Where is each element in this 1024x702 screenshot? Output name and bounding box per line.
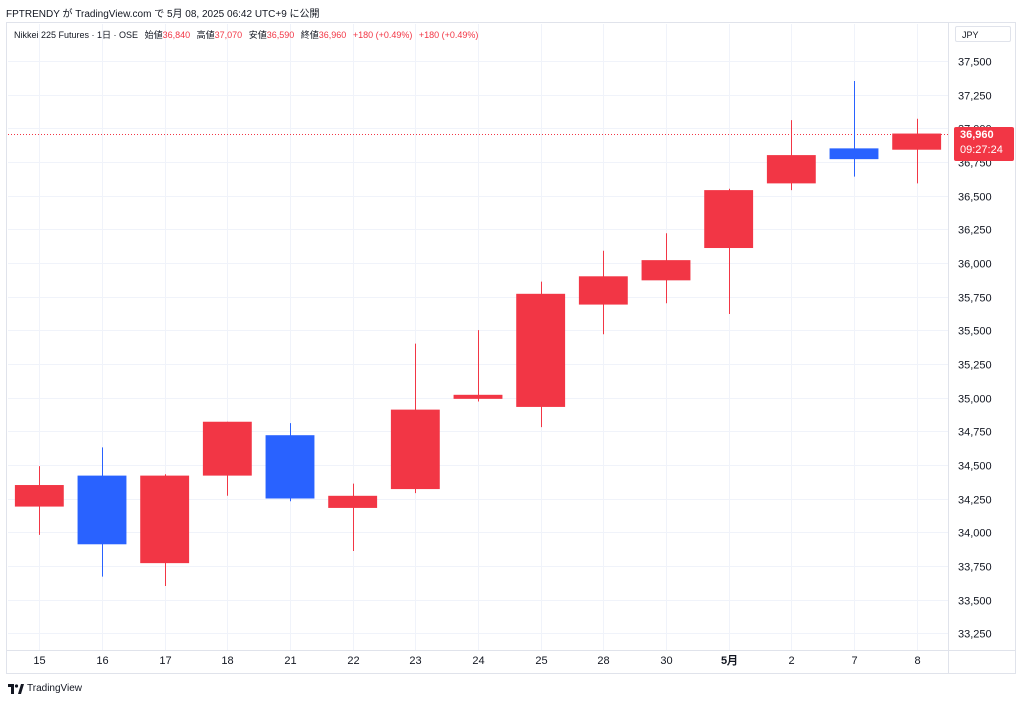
- footer-brand-label: TradingView: [27, 683, 83, 694]
- x-tick-label: 30: [660, 655, 672, 667]
- open-value: 36,840: [162, 30, 191, 40]
- close-label: 終値: [300, 30, 319, 40]
- footer-brand[interactable]: TradingView: [8, 683, 82, 694]
- y-tick-label: 36,000: [958, 259, 992, 271]
- candle-body: [328, 495, 378, 508]
- y-tick-label: 36,250: [958, 225, 992, 237]
- y-tick-label: 34,000: [958, 528, 992, 540]
- x-tick-label: 16: [96, 655, 108, 667]
- x-tick-label: 23: [409, 655, 421, 667]
- y-tick-label: 34,250: [958, 495, 992, 507]
- y-tick-label: 35,000: [958, 394, 992, 406]
- last-price-value: 36,960: [960, 129, 994, 141]
- x-tick-label: 24: [472, 655, 484, 667]
- change-value: +180 (+0.49%): [352, 30, 413, 40]
- candle-body: [704, 190, 754, 249]
- x-tick-label: 22: [347, 655, 359, 667]
- candle-body: [77, 475, 127, 545]
- y-tick-label: 35,250: [958, 360, 992, 372]
- y-tick-label: 37,500: [958, 57, 992, 69]
- x-tick-label: 7: [851, 655, 857, 667]
- candle-body: [641, 260, 691, 281]
- candle-body: [140, 475, 190, 564]
- last-price-badge: 36,960 09:27:24: [954, 127, 1014, 161]
- x-tick-label: 17: [159, 655, 171, 667]
- chart-frame: [6, 22, 1016, 674]
- y-tick-label: 36,500: [958, 192, 992, 204]
- tradingview-logo-icon: [8, 683, 24, 694]
- close-value: 36,960: [318, 30, 347, 40]
- publish-info: FPTRENDY が TradingView.com で 5月 08, 2025…: [6, 9, 320, 20]
- x-tick-label: 21: [284, 655, 296, 667]
- low-label: 安値: [248, 30, 267, 40]
- candle-body: [892, 133, 942, 150]
- x-tick-label: 2: [788, 655, 794, 667]
- symbol-label[interactable]: Nikkei 225 Futures · 1日 · OSE: [14, 30, 139, 40]
- high-value: 37,070: [214, 30, 243, 40]
- ohlc-legend: Nikkei 225 Futures · 1日 · OSE 始値36,840 高…: [14, 28, 478, 41]
- x-tick-label: 8: [914, 655, 920, 667]
- x-tick-label: 28: [597, 655, 609, 667]
- y-tick-label: 35,750: [958, 293, 992, 305]
- bar-countdown: 09:27:24: [960, 144, 1003, 156]
- candle-body: [390, 409, 440, 490]
- candle-body: [14, 485, 64, 507]
- y-tick-label: 34,500: [958, 461, 992, 473]
- y-tick-label: 33,500: [958, 596, 992, 608]
- y-tick-label: 37,250: [958, 91, 992, 103]
- y-tick-label: 33,750: [958, 562, 992, 574]
- y-tick-label: 34,750: [958, 427, 992, 439]
- x-tick-label: 15: [33, 655, 45, 667]
- x-tick-label: 5月: [721, 654, 738, 667]
- candle-body: [829, 148, 879, 160]
- x-tick-label: 25: [535, 655, 547, 667]
- candle-body: [766, 155, 816, 184]
- candle-body: [265, 435, 315, 499]
- change-value-2: +180 (+0.49%): [418, 30, 479, 40]
- currency-selector[interactable]: JPY: [955, 26, 1011, 42]
- open-label: 始値: [144, 30, 163, 40]
- x-tick-label: 18: [221, 655, 233, 667]
- candle-body: [202, 421, 252, 476]
- y-tick-label: 33,250: [958, 629, 992, 641]
- high-label: 高値: [196, 30, 215, 40]
- candle-body: [516, 293, 566, 407]
- y-tick-label: 35,500: [958, 326, 992, 338]
- candle-body: [578, 276, 628, 305]
- candle-body: [453, 394, 503, 399]
- low-value: 36,590: [266, 30, 295, 40]
